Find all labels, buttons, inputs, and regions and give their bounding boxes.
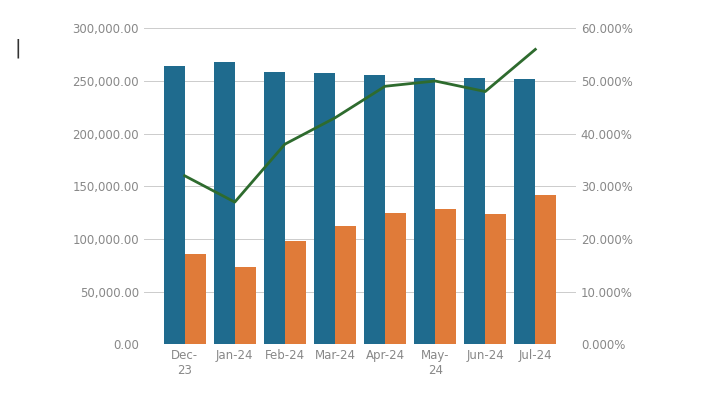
Bar [385,213,406,344]
Bar [536,195,557,344]
Bar [285,241,306,344]
Bar [335,226,356,344]
Bar [514,79,536,344]
Bar [485,214,506,344]
Bar [364,75,385,344]
Bar [184,254,206,344]
Bar [163,66,184,344]
Text: |: | [14,39,21,58]
Bar [235,267,256,344]
Bar [414,78,435,344]
Bar [314,72,335,344]
Bar [264,72,285,344]
Bar [464,78,485,344]
Bar [435,209,456,344]
Bar [214,62,235,344]
